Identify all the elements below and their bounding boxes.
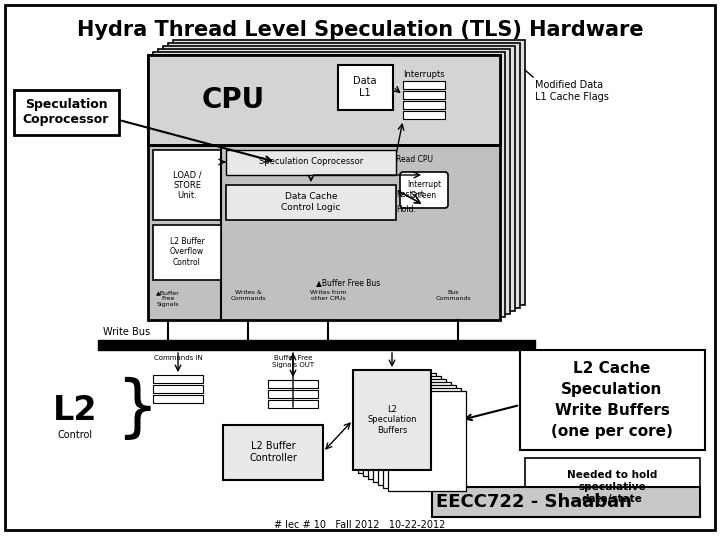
Bar — [226, 150, 396, 175]
Bar — [148, 55, 500, 145]
FancyBboxPatch shape — [400, 172, 448, 208]
Text: L2 Cache
Speculation
Write Buffers
(one per core): L2 Cache Speculation Write Buffers (one … — [551, 361, 673, 439]
Text: Restart: Restart — [396, 190, 424, 199]
Bar — [403, 91, 445, 99]
Bar — [173, 40, 525, 305]
Text: Writes &
Commands: Writes & Commands — [230, 290, 266, 301]
Bar — [153, 52, 505, 317]
Bar — [268, 400, 318, 408]
Bar — [163, 46, 515, 311]
Text: EECC722 - Shaaban: EECC722 - Shaaban — [436, 493, 632, 511]
Text: ▲Buffer Free Bus: ▲Buffer Free Bus — [316, 278, 380, 287]
Bar — [98, 340, 535, 350]
Text: LOAD /
STORE
Unit.: LOAD / STORE Unit. — [173, 170, 202, 200]
Bar — [388, 391, 466, 491]
Bar — [338, 65, 393, 110]
Text: CPU: CPU — [202, 86, 264, 114]
Bar — [226, 185, 396, 220]
Text: Writes: Writes — [380, 343, 404, 352]
Text: Speculation Coprocessor: Speculation Coprocessor — [259, 158, 363, 166]
Text: Read CPU: Read CPU — [396, 155, 433, 164]
Bar — [223, 425, 323, 480]
Text: Write Bus: Write Bus — [103, 327, 150, 337]
Bar — [14, 90, 119, 135]
Text: {: { — [100, 372, 143, 438]
Text: L2
Speculation
Buffers: L2 Speculation Buffers — [367, 405, 417, 435]
Text: Control: Control — [58, 430, 93, 440]
Text: ▲Buffer
Free
Signals: ▲Buffer Free Signals — [156, 290, 180, 307]
Text: Hydra Thread Level Speculation (TLS) Hardware: Hydra Thread Level Speculation (TLS) Har… — [77, 20, 643, 40]
Text: Bus
Commands: Bus Commands — [435, 290, 471, 301]
Text: Data Cache
Control Logic: Data Cache Control Logic — [282, 192, 341, 212]
Text: # lec # 10   Fall 2012   10-22-2012: # lec # 10 Fall 2012 10-22-2012 — [274, 520, 446, 530]
Bar — [432, 487, 700, 517]
Bar — [378, 385, 456, 485]
Bar — [268, 380, 318, 388]
Bar — [153, 375, 203, 383]
Bar — [403, 111, 445, 119]
Bar — [153, 225, 221, 280]
Bar — [368, 379, 446, 479]
Bar — [403, 101, 445, 109]
Bar — [153, 385, 203, 393]
Bar — [520, 350, 705, 450]
Bar — [148, 55, 500, 320]
Text: Buffer Free
Signals OUT: Buffer Free Signals OUT — [272, 355, 314, 368]
Text: Interrupts: Interrupts — [403, 70, 445, 79]
Text: L2: L2 — [53, 394, 97, 427]
Text: Modified Data
L1 Cache Flags: Modified Data L1 Cache Flags — [535, 80, 609, 102]
Bar — [403, 81, 445, 89]
Bar — [383, 388, 461, 488]
Bar — [363, 376, 441, 476]
Text: Interrupt
Screen: Interrupt Screen — [407, 180, 441, 200]
Bar — [525, 458, 700, 516]
Text: Writes from
other CPUs: Writes from other CPUs — [310, 290, 346, 301]
Text: L2 Buffer
Overflow
Control: L2 Buffer Overflow Control — [170, 237, 204, 267]
Text: L2 Buffer
Controller: L2 Buffer Controller — [249, 441, 297, 463]
Bar — [373, 382, 451, 482]
Text: Commands IN: Commands IN — [153, 355, 202, 361]
Text: Hold.: Hold. — [396, 205, 416, 214]
Bar — [358, 373, 436, 473]
Bar — [153, 150, 221, 220]
Text: Speculation
Coprocessor: Speculation Coprocessor — [23, 98, 109, 126]
Text: Data
L1: Data L1 — [354, 76, 377, 98]
Bar — [168, 43, 520, 308]
Text: Needed to hold
speculative
data/state: Needed to hold speculative data/state — [567, 470, 657, 504]
Bar — [353, 370, 431, 470]
Bar — [268, 390, 318, 398]
Bar — [153, 395, 203, 403]
Bar — [158, 49, 510, 314]
